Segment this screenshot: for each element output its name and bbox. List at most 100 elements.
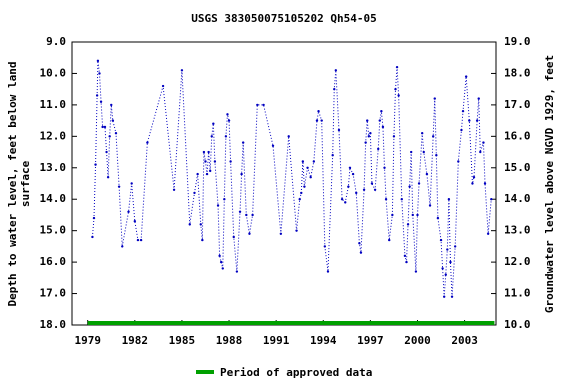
x-tick-label: 1979 — [74, 334, 101, 347]
y-tick-label: 10.0 — [40, 66, 67, 79]
data-point — [366, 119, 369, 122]
chart-title: USGS 383050075105202 Qh54-05 — [191, 12, 376, 25]
data-point — [232, 235, 235, 239]
series-line — [91, 60, 492, 297]
data-point — [433, 97, 436, 100]
data-point — [161, 84, 165, 88]
data-point — [369, 131, 372, 135]
data-point — [323, 245, 327, 248]
data-point — [486, 232, 490, 236]
y2-tick-label: 10.0 — [504, 318, 531, 331]
data-point — [235, 270, 239, 273]
data-point — [105, 150, 108, 154]
data-point — [490, 198, 493, 201]
data-point — [94, 163, 97, 166]
data-point — [219, 260, 223, 264]
y2-tick-label: 11.0 — [504, 287, 531, 300]
data-point — [212, 122, 215, 125]
data-point — [383, 166, 386, 169]
data-point — [130, 182, 133, 185]
x-tick-label: 1997 — [357, 334, 384, 347]
data-point — [320, 119, 323, 122]
data-point — [362, 188, 366, 191]
y-tick-label: 11.0 — [40, 98, 67, 111]
data-point — [207, 150, 210, 154]
data-point — [364, 141, 367, 144]
data-point — [226, 113, 229, 116]
data-point — [447, 198, 451, 201]
data-point — [483, 182, 487, 185]
data-point — [110, 103, 113, 107]
data-point — [457, 160, 460, 163]
data-point — [414, 270, 418, 273]
y-tick-label: 15.0 — [40, 224, 67, 237]
data-point — [117, 185, 121, 188]
x-tick-label: 1994 — [310, 334, 337, 347]
plot-frame — [71, 41, 497, 326]
data-point — [312, 160, 316, 163]
y-tick-label: 12.0 — [40, 129, 67, 142]
data-point — [449, 260, 452, 264]
data-point — [300, 191, 303, 195]
data-point — [397, 94, 400, 97]
data-point — [98, 72, 101, 75]
data-point — [108, 135, 111, 138]
data-point — [347, 185, 350, 188]
data-point — [477, 97, 480, 100]
data-point — [468, 119, 471, 122]
data-point — [218, 254, 221, 258]
data-point — [101, 125, 104, 129]
data-point — [405, 260, 408, 264]
data-point — [359, 251, 363, 254]
data-point — [464, 75, 468, 78]
data-point — [205, 172, 209, 176]
data-point — [333, 87, 336, 91]
data-point — [227, 119, 231, 122]
data-point — [331, 154, 334, 157]
data-point — [193, 191, 196, 195]
data-point — [295, 229, 298, 232]
data-point — [446, 248, 449, 251]
data-point — [394, 87, 397, 91]
data-point — [172, 188, 176, 191]
data-point — [482, 141, 485, 144]
data-point — [188, 223, 191, 226]
data-point — [428, 204, 432, 207]
y2-axis-label: Groundwater level above NGVD 1929, feet — [543, 55, 556, 313]
data-point — [245, 213, 248, 217]
data-point — [241, 141, 245, 144]
data-point — [309, 176, 312, 179]
data-point — [355, 191, 358, 195]
data-point — [92, 216, 96, 220]
y2-tick-label: 17.0 — [504, 98, 531, 111]
x-tick-label: 1985 — [169, 334, 196, 347]
x-tick-label: 1982 — [122, 334, 149, 347]
data-point — [213, 160, 217, 163]
data-point — [317, 109, 320, 113]
data-point — [380, 109, 383, 113]
data-point — [229, 160, 232, 163]
data-point — [256, 103, 259, 107]
data-point — [91, 235, 94, 239]
data-point — [420, 131, 424, 135]
data-point — [337, 128, 341, 132]
data-point — [95, 94, 99, 97]
y-tick-label: 13.0 — [40, 161, 67, 174]
data-point — [114, 131, 118, 135]
data-point — [431, 135, 435, 138]
data-point — [436, 216, 440, 220]
y2-tick-label: 16.0 — [504, 129, 531, 142]
data-point — [240, 172, 243, 176]
data-point — [378, 119, 381, 122]
data-point — [439, 238, 443, 242]
data-point — [224, 135, 228, 138]
data-point — [425, 172, 429, 176]
data-point — [367, 135, 370, 138]
y-tick-label: 18.0 — [40, 318, 67, 331]
data-point — [133, 220, 137, 223]
data-point — [199, 223, 202, 226]
data-point — [435, 154, 438, 157]
data-point — [344, 201, 347, 204]
data-point — [441, 267, 444, 270]
data-point — [392, 135, 396, 138]
